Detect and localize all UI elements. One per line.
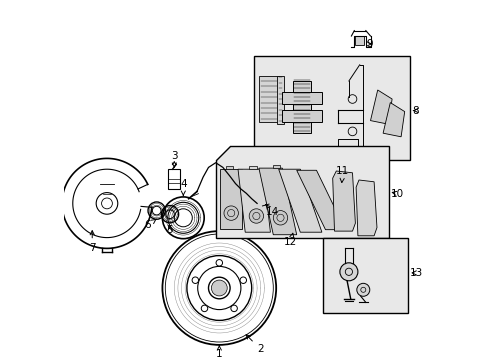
Polygon shape	[220, 169, 241, 229]
Text: 7: 7	[89, 231, 95, 253]
Text: 14: 14	[265, 204, 279, 217]
Circle shape	[192, 277, 198, 283]
Circle shape	[211, 280, 227, 296]
Bar	[254, 56, 409, 160]
Text: 13: 13	[409, 268, 423, 278]
Text: 11: 11	[335, 166, 349, 183]
Polygon shape	[258, 76, 278, 122]
Bar	[268, 203, 275, 207]
Bar	[226, 166, 232, 169]
Polygon shape	[355, 180, 376, 236]
Bar	[167, 169, 180, 189]
Bar	[249, 166, 256, 169]
Text: 1: 1	[216, 346, 222, 359]
Bar	[322, 238, 407, 313]
Text: 2: 2	[245, 335, 263, 354]
Text: 6: 6	[144, 219, 156, 230]
Bar	[282, 110, 321, 122]
Bar	[355, 36, 364, 45]
Circle shape	[249, 209, 263, 223]
Polygon shape	[276, 76, 284, 124]
Bar	[292, 81, 310, 133]
Polygon shape	[382, 103, 404, 137]
Polygon shape	[370, 90, 391, 124]
Bar	[273, 165, 280, 168]
Circle shape	[339, 263, 357, 281]
Polygon shape	[332, 171, 355, 231]
Text: 9: 9	[366, 39, 373, 49]
Polygon shape	[258, 168, 296, 235]
Circle shape	[201, 305, 207, 312]
Circle shape	[240, 277, 246, 283]
Text: 4: 4	[180, 179, 186, 195]
Circle shape	[224, 206, 238, 220]
Text: 8: 8	[412, 105, 418, 116]
Polygon shape	[215, 146, 387, 238]
Circle shape	[216, 260, 222, 266]
Text: 5: 5	[166, 225, 173, 235]
Polygon shape	[238, 169, 270, 232]
Circle shape	[356, 283, 369, 296]
Circle shape	[230, 305, 237, 312]
Text: 12: 12	[284, 233, 297, 247]
Polygon shape	[278, 169, 321, 232]
Text: 10: 10	[390, 189, 403, 199]
Circle shape	[273, 211, 287, 225]
Bar	[282, 92, 321, 104]
Bar	[254, 202, 262, 207]
Polygon shape	[296, 170, 345, 230]
Text: 3: 3	[171, 150, 177, 167]
